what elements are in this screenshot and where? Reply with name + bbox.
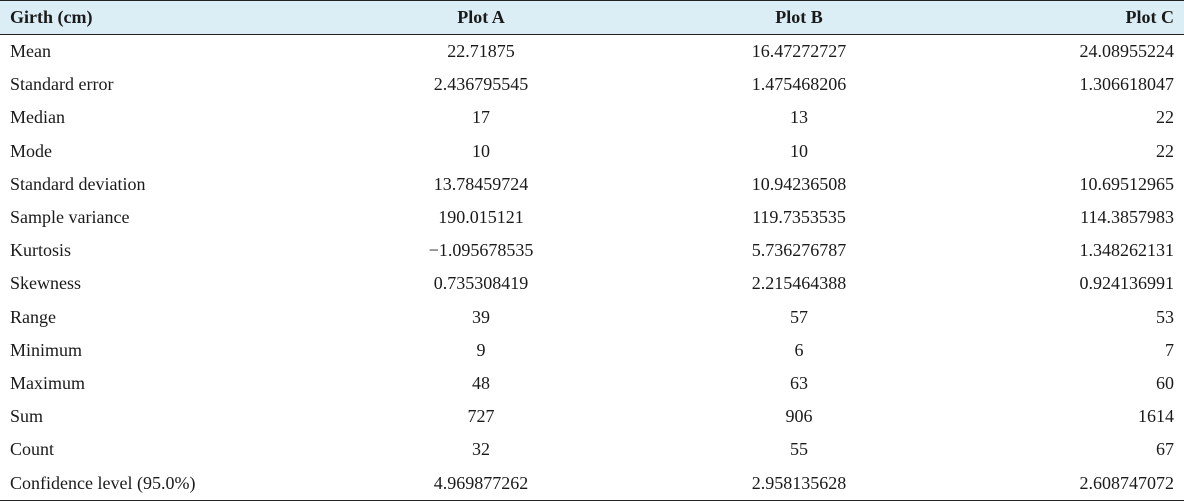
table-row: Minimum 9 6 7 [0, 334, 1184, 367]
cell-plot-b: 2.958135628 [640, 466, 958, 501]
table-row: Maximum 48 63 60 [0, 367, 1184, 400]
cell-plot-b: 57 [790, 306, 808, 327]
cell-plot-c: 10.69512965 [1079, 173, 1175, 194]
cell-plot-b: 63 [790, 372, 808, 393]
table-row: Mode 10 10 22 [0, 135, 1184, 168]
cell-plot-c: 67 [1156, 439, 1174, 460]
table-row: Confidence level (95.0%) 4.969877262 2.9… [0, 466, 1184, 501]
header-plot-a: Plot A [322, 0, 640, 35]
cell-plot-a: 13.78459724 [433, 173, 529, 194]
row-label: Standard error [10, 74, 114, 95]
table-row: Median 17 13 22 [0, 101, 1184, 134]
cell-plot-a: 39 [472, 306, 490, 327]
row-label: Mode [10, 140, 52, 161]
cell-plot-a: −1.095678535 [428, 240, 534, 261]
cell-plot-c: 1614 [1138, 406, 1174, 427]
row-label: Minimum [10, 339, 83, 360]
table-row: Mean 22.71875 16.47272727 24.08955224 [0, 35, 1184, 69]
cell-plot-c: 114.3857983 [1080, 207, 1174, 228]
cell-plot-b: 10 [790, 140, 808, 161]
cell-plot-b: 6 [794, 339, 804, 360]
header-girth: Girth (cm) [0, 0, 322, 35]
cell-plot-a: 727 [467, 406, 495, 427]
row-label: Kurtosis [10, 240, 72, 261]
table-row: Kurtosis −1.095678535 5.736276787 1.3482… [0, 234, 1184, 267]
cell-plot-b: 1.475468206 [751, 74, 847, 95]
cell-plot-c: 2.608747072 [958, 466, 1184, 501]
row-label: Sum [10, 406, 44, 427]
cell-plot-a: 22.71875 [447, 41, 515, 62]
cell-plot-c: 22 [1156, 140, 1174, 161]
cell-plot-b: 13 [790, 107, 808, 128]
cell-plot-a: 32 [472, 439, 490, 460]
table-row: Skewness 0.735308419 2.215464388 0.92413… [0, 267, 1184, 300]
cell-plot-b: 119.7353535 [752, 207, 846, 228]
table-row: Standard error 2.436795545 1.475468206 1… [0, 68, 1184, 101]
cell-plot-b: 55 [790, 439, 808, 460]
cell-plot-c: 0.924136991 [1079, 273, 1175, 294]
table-row: Sum 727 906 1614 [0, 400, 1184, 433]
table-row: Standard deviation 13.78459724 10.942365… [0, 168, 1184, 201]
cell-plot-a: 190.015121 [438, 207, 524, 228]
cell-plot-c: 22 [1156, 107, 1174, 128]
cell-plot-b: 5.736276787 [751, 240, 847, 261]
row-label: Standard deviation [10, 173, 146, 194]
header-plot-b: Plot B [640, 0, 958, 35]
row-label: Skewness [10, 273, 81, 294]
row-label: Sample variance [10, 207, 130, 228]
cell-plot-a: 10 [472, 140, 490, 161]
cell-plot-b: 16.47272727 [751, 41, 847, 62]
cell-plot-b: 10.94236508 [751, 173, 847, 194]
cell-plot-b: 2.215464388 [751, 273, 847, 294]
cell-plot-c: 60 [1156, 372, 1174, 393]
cell-plot-a: 9 [476, 339, 486, 360]
table-row: Sample variance 190.015121 119.7353535 1… [0, 201, 1184, 234]
row-label: Median [10, 107, 65, 128]
row-label: Range [10, 306, 56, 327]
cell-plot-c: 1.306618047 [1079, 74, 1175, 95]
row-label: Mean [10, 41, 51, 62]
table-header: Girth (cm) Plot A Plot B Plot C [0, 0, 1184, 35]
cell-plot-c: 1.348262131 [1079, 240, 1175, 261]
cell-plot-a: 17 [472, 107, 490, 128]
cell-plot-a: 48 [472, 372, 490, 393]
cell-plot-c: 53 [1156, 306, 1174, 327]
cell-plot-c: 7 [1165, 339, 1174, 360]
cell-plot-b: 906 [785, 406, 813, 427]
cell-plot-a: 2.436795545 [433, 74, 529, 95]
row-label: Confidence level (95.0%) [0, 466, 322, 501]
row-label: Maximum [10, 372, 85, 393]
cell-plot-c: 24.08955224 [1079, 41, 1175, 62]
cell-plot-a: 4.969877262 [322, 466, 640, 501]
cell-plot-a: 0.735308419 [433, 273, 529, 294]
table-row: Range 39 57 53 [0, 301, 1184, 334]
table-body: Mean 22.71875 16.47272727 24.08955224 St… [0, 35, 1184, 501]
header-row: Girth (cm) Plot A Plot B Plot C [0, 0, 1184, 35]
table-row: Count 32 55 67 [0, 433, 1184, 466]
header-plot-c: Plot C [958, 0, 1184, 35]
row-label: Count [10, 439, 55, 460]
